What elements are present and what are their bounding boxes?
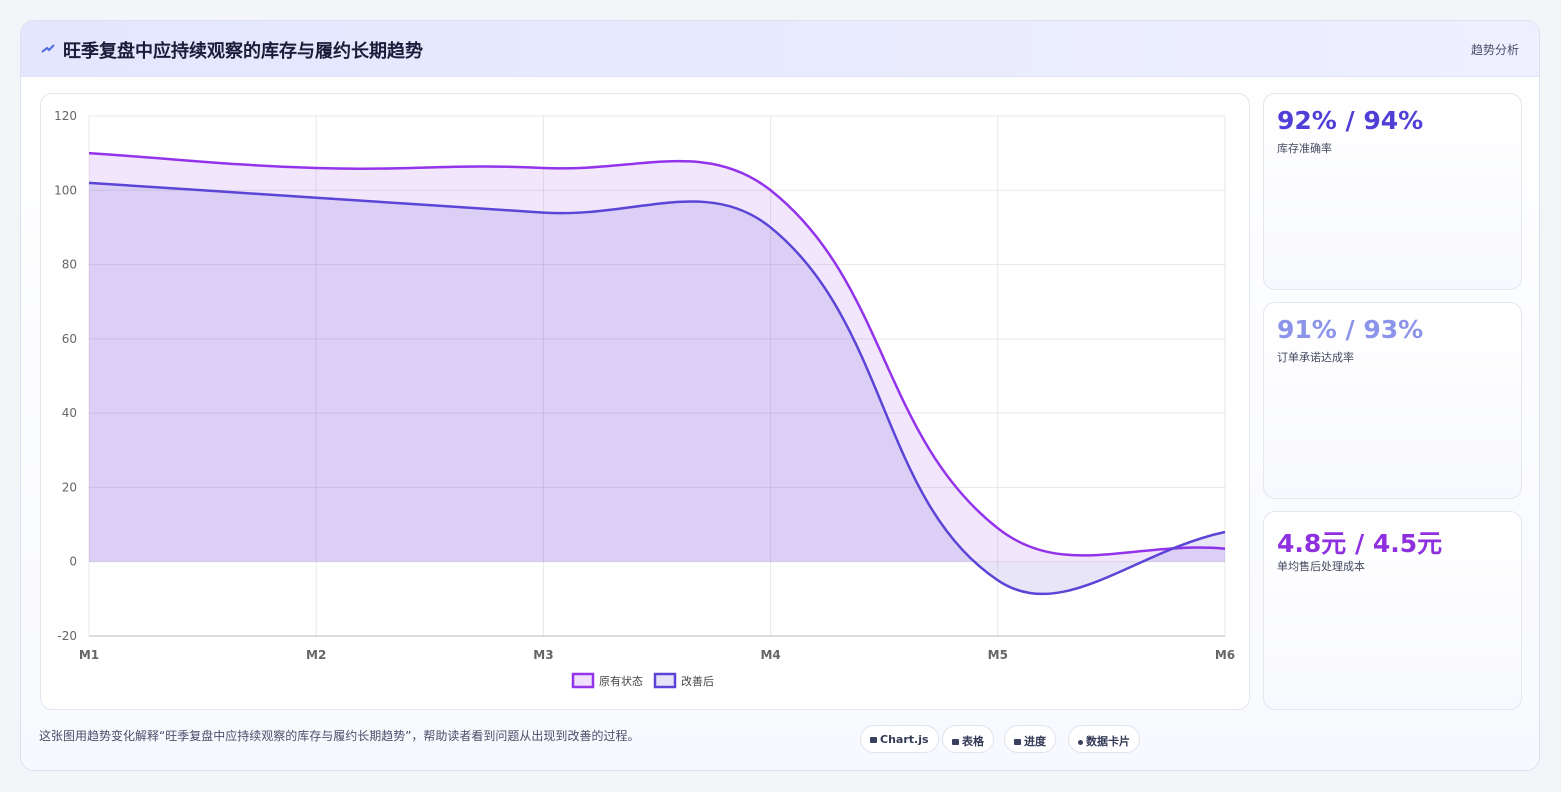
chart-panel: -20 0 20 40 60 80 100 120 M1 M2 M3 M4 M5 M6 原有状态 改善后 <box>40 93 1250 710</box>
y-tick-label: 80 <box>62 258 77 272</box>
chip-label[interactable]: 进度 <box>1024 735 1046 748</box>
header: 旺季复盘中应持续观察的库存与履约长期趋势 趋势分析 <box>21 21 1539 77</box>
title: 旺季复盘中应持续观察的库存与履约长期趋势 <box>63 41 423 62</box>
y-tick-label: 60 <box>62 332 77 346</box>
legend-swatch <box>571 672 595 689</box>
y-tick-label: 120 <box>54 109 77 123</box>
legend-swatch <box>653 672 677 689</box>
chip-label[interactable]: Chart.js <box>880 733 929 746</box>
line <box>88 181 1226 596</box>
legend-label: 改善后 <box>681 674 714 688</box>
x-tick-label: M1 <box>79 648 99 662</box>
x-tick-label: M6 <box>1215 648 1235 662</box>
kpi-card: 4.8元 / 4.5元单均售后处理成本 <box>1263 511 1522 710</box>
chip-label[interactable]: 表格 <box>962 735 984 748</box>
x-tick-label: M3 <box>533 648 553 662</box>
chart: -20 0 20 40 60 80 100 120 M1 M2 M3 M4 M5 M6 原有状态 改善后 <box>54 109 1235 689</box>
tag: 趋势分析 <box>1470 43 1519 57</box>
legend-label: 原有状态 <box>599 674 643 688</box>
kpi-value: 91% / 93% <box>1277 315 1424 344</box>
kpi-card: 91% / 93% 订单承诺达成率 <box>1263 302 1522 499</box>
kpi-label: 订单承诺达成率 <box>1277 351 1354 364</box>
x-tick-label: M4 <box>760 648 780 662</box>
area <box>89 182 1225 594</box>
chip[interactable]: 进度 <box>1004 725 1056 753</box>
card: 旺季复盘中应持续观察的库存与履约长期趋势 趋势分析 -20 0 20 40 60 80 10… <box>20 20 1540 771</box>
kpi-card: 92% / 94% 库存准确率 <box>1263 93 1522 290</box>
kpi-label: 库存准确率 <box>1277 142 1332 155</box>
x-tick-label: M2 <box>306 648 326 662</box>
y-tick-label: 0 <box>69 555 77 569</box>
line <box>88 151 1226 557</box>
y-tick-label: 40 <box>62 406 77 420</box>
title-icon <box>41 44 55 53</box>
chip[interactable]: 数据卡片 <box>1068 725 1140 753</box>
caption: 这张图用趋势变化解释“旺季复盘中应持续观察的库存与履约长期趋势”，帮助读者看到问… <box>39 729 640 743</box>
chip-label[interactable]: 数据卡片 <box>1086 735 1130 748</box>
x-tick-label: M5 <box>988 648 1008 662</box>
chip[interactable]: 表格 <box>942 725 994 753</box>
kpi-value: 92% / 94% <box>1277 106 1424 135</box>
y-tick-label: 20 <box>62 480 77 494</box>
kpi-label: 单均售后处理成本 <box>1277 560 1365 573</box>
y-tick-label: 100 <box>54 183 77 197</box>
chip[interactable]: Chart.js <box>860 725 939 753</box>
kpi-value: 4.8元 / 4.5元 <box>1277 529 1443 558</box>
y-tick-label: -20 <box>57 629 77 643</box>
area <box>89 153 1225 562</box>
